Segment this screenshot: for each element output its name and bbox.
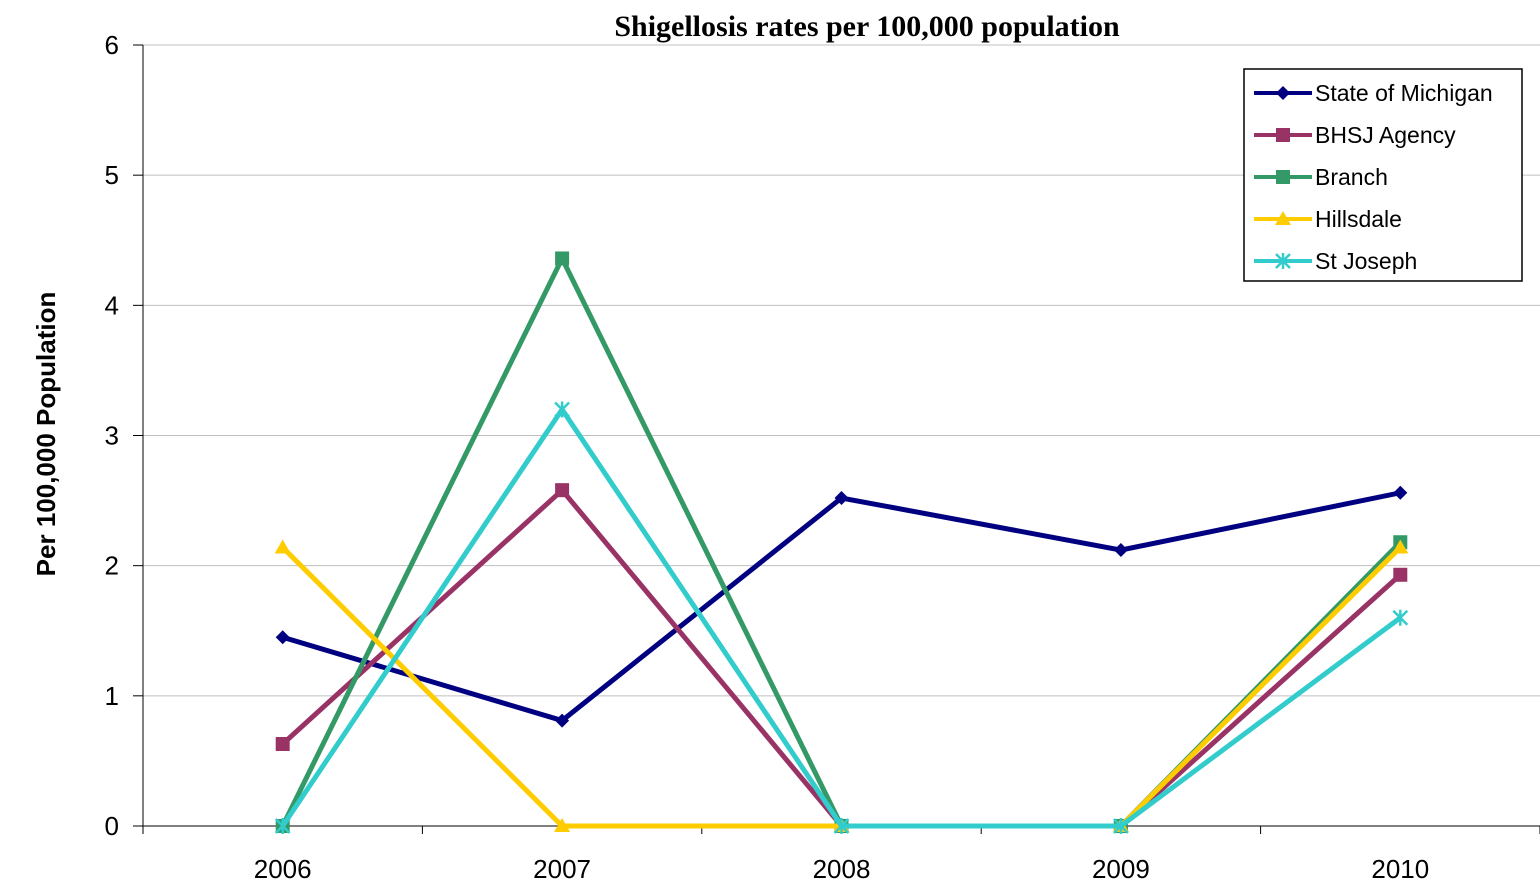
series-1: [275, 483, 1408, 833]
y-axis-label: Per 100,000 Population: [31, 292, 61, 577]
legend: State of Michigan BHSJ Agency Branch Hillsd…: [1243, 68, 1523, 282]
y-tick-label: 5: [105, 160, 119, 190]
legend-marker: [1276, 86, 1290, 100]
y-tick-label: 6: [105, 30, 119, 60]
y-tick-label: 1: [105, 681, 119, 711]
data-point: [1393, 485, 1408, 500]
legend-label: Branch: [1315, 164, 1388, 190]
series-line: [281, 490, 1401, 724]
data-point: [274, 818, 291, 834]
data-point: [554, 401, 570, 418]
y-tick-labels: 0 1 2 3 4 5 6: [105, 30, 119, 841]
legend-item: BHSJ Agency: [1254, 122, 1456, 148]
legend-item: Branch: [1254, 164, 1388, 190]
legend-item: Hillsdale: [1254, 206, 1402, 232]
legend-label: BHSJ Agency: [1315, 122, 1456, 148]
data-point: [834, 490, 849, 505]
data-point: [555, 251, 570, 266]
chart-title: Shigellosis rates per 100,000 population: [614, 10, 1120, 43]
x-tick-labels: 2006 2007 2008 2009 2010: [254, 854, 1429, 884]
legend-label: State of Michigan: [1315, 80, 1493, 106]
y-tick-label: 4: [105, 290, 119, 320]
data-point: [275, 736, 290, 751]
legend-marker: [1276, 170, 1290, 184]
series-2: [275, 251, 1408, 833]
data-point: [1392, 609, 1409, 626]
legend-marker: [1275, 253, 1291, 269]
x-tick-label: 2008: [813, 854, 871, 884]
legend-marker: [1275, 211, 1291, 225]
data-point: [275, 630, 290, 645]
data-point: [555, 483, 570, 498]
y-tick-label: 0: [105, 811, 119, 841]
legend-label: St Joseph: [1315, 248, 1417, 274]
data-point: [1392, 539, 1409, 554]
series-4: [274, 401, 1409, 834]
data-point: [1113, 818, 1129, 834]
x-tick-label: 2009: [1092, 854, 1150, 884]
data-point: [833, 818, 850, 834]
y-tick-label: 3: [105, 421, 119, 451]
data-point: [554, 818, 571, 832]
legend-item: State of Michigan: [1254, 80, 1493, 106]
data-point: [1113, 543, 1128, 558]
x-tick-label: 2010: [1371, 854, 1429, 884]
gridlines: [143, 44, 1540, 697]
series-layer: [274, 251, 1409, 834]
data-point: [555, 713, 570, 728]
legend-marker: [1276, 128, 1290, 142]
legend-label: Hillsdale: [1315, 206, 1402, 232]
x-tick-label: 2006: [254, 854, 312, 884]
series-line: [280, 404, 1402, 829]
series-0: [275, 485, 1408, 728]
data-point: [274, 539, 291, 554]
data-point: [1393, 567, 1408, 582]
x-tick-label: 2007: [533, 854, 591, 884]
series-line: [281, 486, 1402, 829]
y-tick-label: 2: [105, 551, 119, 581]
legend-item: St Joseph: [1254, 248, 1417, 274]
